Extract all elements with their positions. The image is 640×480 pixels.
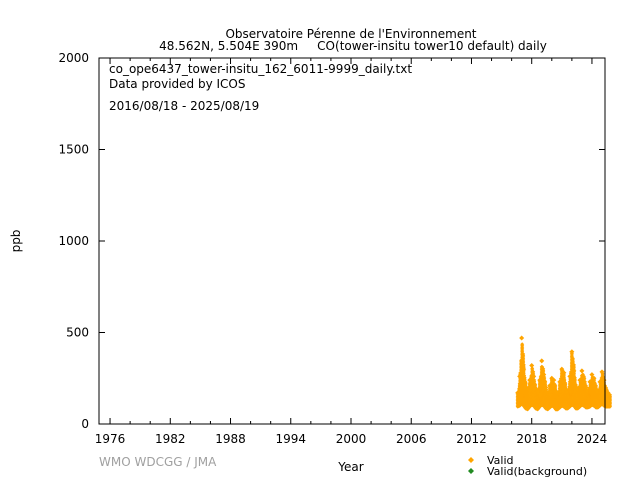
data-point-peak	[605, 390, 611, 396]
data-point-peak	[529, 362, 535, 368]
data-point	[543, 379, 548, 384]
data-point	[561, 373, 566, 378]
data-points	[515, 335, 613, 412]
annotation-filename: co_ope6437_tower-insitu_162_6011-9999_da…	[109, 62, 412, 76]
x-tick-label: 1982	[155, 432, 186, 446]
chart-title-line2: 48.562N, 5.504E 390m CO(tower-insitu tow…	[159, 39, 547, 53]
x-axis-label: Year	[337, 460, 363, 474]
annotation-provider: Data provided by ICOS	[109, 77, 245, 91]
legend: Valid Valid(background)	[468, 454, 587, 478]
x-tick-label: 1988	[215, 432, 246, 446]
data-point-peak	[591, 375, 597, 381]
annotation-period: 2016/08/18 - 2025/08/19	[109, 99, 259, 113]
data-point-peak	[521, 366, 527, 372]
data-point-peak	[541, 372, 547, 378]
data-point	[570, 356, 575, 361]
y-tick-label: 500	[66, 326, 89, 340]
data-point-peak	[539, 358, 545, 364]
data-point-peak	[583, 384, 589, 390]
data-point-peak	[589, 372, 595, 378]
data-point-peak	[571, 368, 577, 374]
data-point-peak	[559, 366, 565, 372]
legend-label-background: Valid(background)	[487, 465, 587, 478]
data-point	[563, 381, 568, 386]
legend-marker-background	[468, 468, 474, 474]
data-point-peak	[599, 369, 605, 375]
chart-title-line1: Observatoire Pérenne de l'Environnement	[225, 27, 476, 41]
data-point	[541, 366, 546, 371]
data-point	[531, 369, 536, 374]
legend-label-valid: Valid	[487, 454, 514, 467]
data-point	[523, 380, 528, 385]
x-tick-label: 1976	[95, 432, 126, 446]
data-point-peak	[519, 335, 525, 341]
y-axis-label: ppb	[9, 230, 23, 253]
x-tick-label: 2012	[456, 432, 487, 446]
legend-marker-valid	[468, 457, 474, 463]
y-tick-label: 2000	[58, 51, 89, 65]
y-tick-label: 1000	[58, 234, 89, 248]
y-tick-label: 0	[81, 417, 89, 431]
data-point	[521, 362, 526, 367]
data-point	[532, 378, 537, 383]
data-point	[520, 342, 525, 347]
data-point-peak	[551, 377, 557, 383]
data-point	[522, 375, 527, 380]
data-point	[521, 352, 526, 357]
y-tick-label: 1500	[58, 143, 89, 157]
data-point	[593, 383, 598, 388]
data-point-peak	[561, 370, 567, 376]
data-point-peak	[543, 384, 549, 390]
data-point-peak	[569, 349, 575, 355]
credit-text: WMO WDCGG / JMA	[99, 455, 217, 469]
axis-ticks: 1976 1982 1988 1994 2000 2006 2012 2018 2024 0 500…	[58, 51, 607, 446]
x-tick-label: 1994	[275, 432, 306, 446]
data-point	[553, 383, 558, 388]
x-tick-label: 2024	[577, 432, 608, 446]
data-point-peak	[531, 373, 537, 379]
x-tick-label: 2000	[336, 432, 367, 446]
data-point	[533, 382, 538, 387]
data-point	[572, 375, 577, 380]
data-point-peak	[579, 368, 585, 374]
data-point-peak	[581, 375, 587, 381]
data-point	[562, 377, 567, 382]
x-tick-label: 2006	[396, 432, 427, 446]
data-point	[571, 362, 576, 367]
x-tick-label: 2018	[516, 432, 547, 446]
